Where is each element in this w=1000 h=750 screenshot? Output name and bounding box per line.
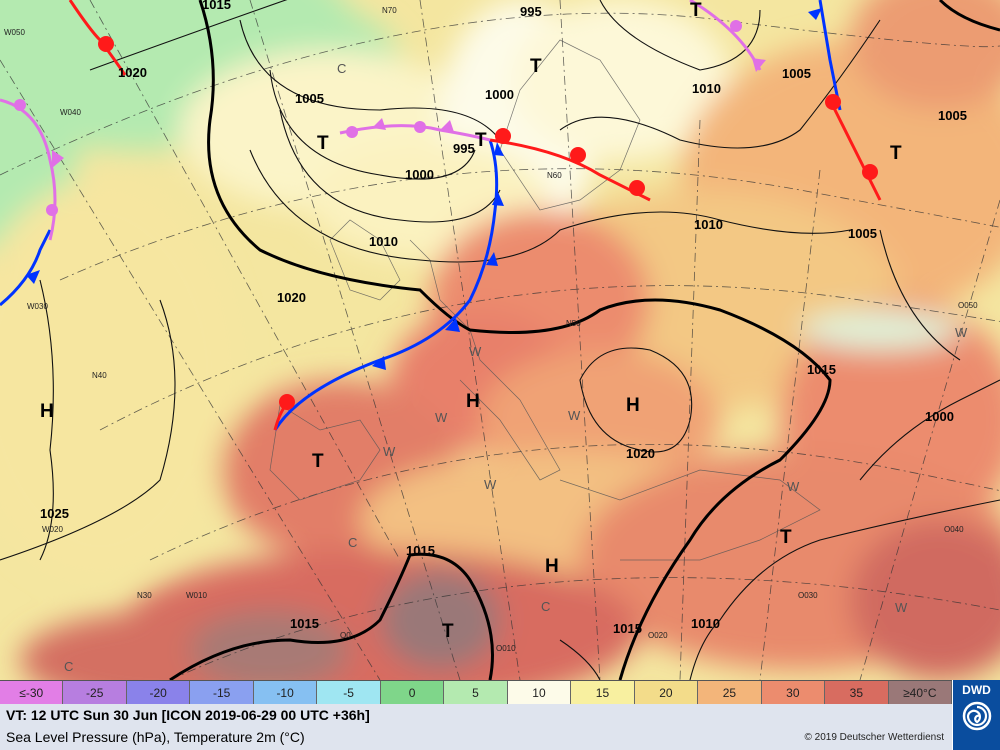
grid-label: O010 [496, 644, 516, 653]
grid-label: O020 [648, 631, 668, 640]
warm-marker: W [895, 600, 908, 615]
grid-label: O030 [798, 591, 818, 600]
grid-labels: W050 W040 W030 W020 W010 N70 N60 N50 N40… [4, 6, 978, 653]
grid-label: O050 [958, 301, 978, 310]
legend-swatch: 5 [444, 681, 508, 704]
legend-swatch: -25 [63, 681, 127, 704]
cold-marker: C [541, 599, 550, 614]
grid-label: N70 [382, 6, 397, 15]
grid-label: W010 [186, 591, 207, 600]
swirl-icon [962, 701, 991, 731]
warm-marker: W [955, 325, 968, 340]
high-pressure-center: H [626, 395, 640, 416]
legend-swatch: ≥40°C [888, 681, 953, 704]
graticule [0, 0, 1000, 680]
warm-front [68, 0, 882, 431]
high-pressure-center: H [40, 401, 54, 422]
grid-label: W040 [60, 108, 81, 117]
pressure-label: 1010 [694, 217, 723, 232]
low-pressure-center: T [890, 143, 902, 164]
warm-marker: W [484, 477, 497, 492]
high-pressure-center: H [545, 556, 559, 577]
valid-time: VT: 12 UTC Sun 30 Jun [ICON 2019-06-29 0… [6, 707, 370, 723]
grid-label: N60 [547, 171, 562, 180]
weather-map: 1015 995 1020 1005 1000 995 1000 1010 10… [0, 0, 1000, 680]
warm-marker: W [787, 479, 800, 494]
dwd-logo: DWD [952, 680, 1000, 750]
legend-swatch: 30 [761, 681, 826, 704]
pressure-label: 1015 [202, 0, 231, 12]
high-pressure-center: H [466, 391, 480, 412]
legend-swatch: -20 [126, 681, 191, 704]
warm-marker: W [469, 344, 482, 359]
low-pressure-center: T [780, 527, 792, 548]
pressure-label: 1000 [405, 167, 434, 182]
low-pressure-center: T [690, 0, 702, 21]
cold-front [0, 0, 842, 431]
cold-marker: C [337, 61, 346, 76]
grid-label: W020 [42, 525, 63, 534]
pressure-label: 1015 [613, 621, 642, 636]
isobars [0, 0, 1000, 680]
grid-label: O0 [340, 631, 351, 640]
pressure-labels: 1015 995 1020 1005 1000 995 1000 1010 10… [40, 0, 967, 636]
isobars-bold [169, 0, 1000, 680]
pressure-label: 1020 [277, 290, 306, 305]
low-pressure-center: T [530, 56, 542, 77]
low-pressure-center: T [317, 133, 329, 154]
cold-marker: C [348, 535, 357, 550]
low-pressure-center: T [475, 130, 487, 151]
grid-label: N40 [92, 371, 107, 380]
pressure-label: 995 [453, 141, 475, 156]
pressure-label: 1000 [485, 87, 514, 102]
pressure-label: 1015 [807, 362, 836, 377]
info-footer: VT: 12 UTC Sun 30 Jun [ICON 2019-06-29 0… [0, 704, 952, 750]
low-pressure-center: T [442, 621, 454, 642]
map-canvas: 1015 995 1020 1005 1000 995 1000 1010 10… [0, 0, 1000, 680]
grid-label: W030 [27, 302, 48, 311]
pressure-label: 1010 [369, 234, 398, 249]
pressure-label: 1015 [290, 616, 319, 631]
dwd-logo-text: DWD [962, 683, 991, 697]
grid-label: N50 [566, 319, 581, 328]
grid-label: W050 [4, 28, 25, 37]
pressure-label: 1020 [118, 65, 147, 80]
pressure-label: 1005 [938, 108, 967, 123]
legend-swatch: -10 [253, 681, 318, 704]
pressure-label: 1015 [406, 543, 435, 558]
parameter-description: Sea Level Pressure (hPa), Temperature 2m… [6, 729, 305, 745]
pressure-label: 1005 [782, 66, 811, 81]
legend-swatch: 35 [825, 681, 889, 704]
legend-swatch: 0 [380, 681, 445, 704]
warm-marker: W [435, 410, 448, 425]
temperature-legend: ≤-30 -25 -20 -15 -10 -5 0 5 10 15 20 25 30 35 ≥40°C [0, 680, 953, 705]
grid-label: O040 [944, 525, 964, 534]
pressure-label: 1020 [626, 446, 655, 461]
legend-swatch: 25 [698, 681, 762, 704]
grid-label: N30 [137, 591, 152, 600]
pressure-label: 1005 [848, 226, 877, 241]
pressure-systems: T T T T T T T T H H H H H [40, 0, 902, 642]
cold-warm-markers: C C C C W W W W W W W W [64, 61, 968, 674]
legend-swatch: -5 [317, 681, 381, 704]
pressure-label: 1010 [691, 616, 720, 631]
pressure-label: 1025 [40, 506, 69, 521]
occluded-front [0, 0, 766, 241]
coastlines [269, 39, 821, 561]
legend-swatch: ≤-30 [0, 681, 64, 704]
warm-marker: W [383, 444, 396, 459]
pressure-label: 1000 [925, 409, 954, 424]
legend-swatch: 10 [507, 681, 572, 704]
legend-swatch: 15 [571, 681, 635, 704]
legend-swatch: -15 [190, 681, 254, 704]
legend-swatch: 20 [634, 681, 699, 704]
pressure-label: 995 [520, 4, 542, 19]
warm-marker: W [568, 408, 581, 423]
copyright: © 2019 Deutscher Wetterdienst [804, 732, 944, 743]
pressure-label: 1010 [692, 81, 721, 96]
cold-marker: C [64, 659, 73, 674]
low-pressure-center: T [312, 451, 324, 472]
pressure-label: 1005 [295, 91, 324, 106]
